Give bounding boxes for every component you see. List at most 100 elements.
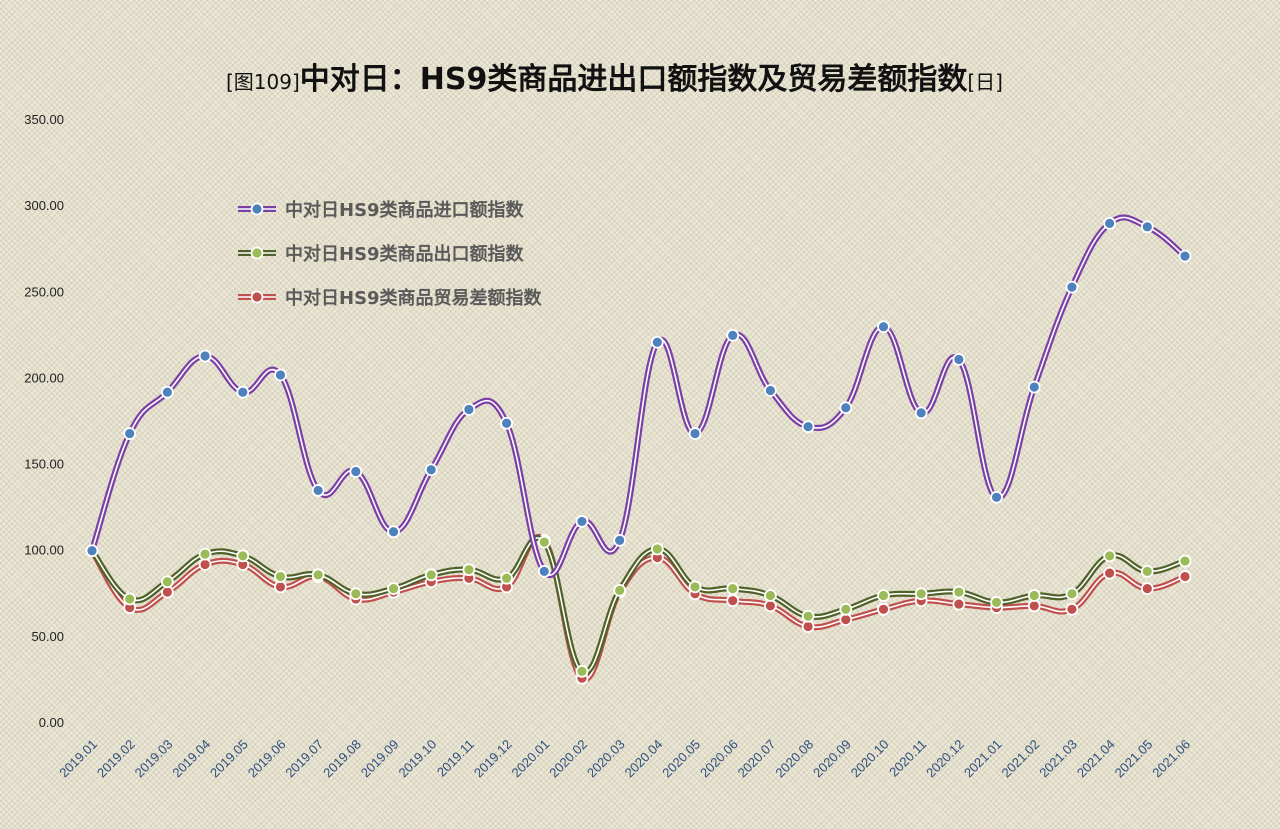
- data-point: [462, 563, 476, 577]
- data-point: [274, 368, 287, 382]
- data-point: [311, 568, 325, 582]
- x-tick-label: 2019.10: [395, 737, 439, 781]
- data-point: [839, 613, 853, 627]
- title-prefix: [图109]: [226, 70, 300, 94]
- x-tick-label: 2019.07: [282, 737, 326, 781]
- data-point: [349, 587, 363, 601]
- data-point: [1103, 549, 1117, 563]
- data-point: [462, 403, 476, 416]
- data-point: [575, 664, 589, 678]
- x-tick-label: 2019.01: [56, 737, 100, 781]
- data-point: [914, 587, 928, 601]
- y-tick-label: 0.00: [39, 715, 64, 730]
- title-main: 中对日：HS9类商品进出口额指数及贸易差额指数: [300, 62, 969, 97]
- x-tick-label: 2021.02: [999, 737, 1043, 781]
- data-point: [801, 620, 815, 633]
- data-point: [914, 406, 928, 420]
- legend: 中对日HS9类商品进口额指数中对日HS9类商品出口额指数中对日HS9类商品贸易差…: [238, 199, 543, 309]
- x-tick-label: 2020.03: [584, 737, 628, 781]
- x-axis: 2019.012019.022019.032019.042019.052019.…: [56, 737, 1193, 781]
- data-point: [500, 416, 513, 430]
- data-point: [236, 385, 250, 399]
- data-point: [613, 533, 627, 547]
- data-point: [990, 596, 1003, 609]
- series-line-inner: [91, 216, 1186, 576]
- data-point: [160, 585, 174, 599]
- data-point: [1027, 589, 1041, 602]
- x-tick-label: 2019.05: [207, 737, 251, 781]
- x-tick-label: 2019.08: [320, 737, 364, 781]
- legend-marker: [250, 246, 264, 260]
- data-point: [877, 589, 890, 602]
- data-point: [839, 602, 853, 616]
- data-point: [198, 547, 212, 561]
- x-tick-label: 2019.04: [169, 737, 213, 781]
- data-point: [1065, 602, 1079, 616]
- data-point: [688, 427, 702, 440]
- series-line-outer: [89, 214, 1187, 578]
- data-point: [123, 592, 137, 606]
- legend-item-2: 中对日HS9类商品出口额指数: [238, 243, 525, 265]
- data-point: [726, 328, 740, 342]
- data-point: [764, 589, 777, 602]
- data-point: [387, 582, 400, 596]
- x-tick-label: 2019.09: [358, 737, 402, 781]
- data-point: [424, 568, 438, 582]
- y-tick-label: 200.00: [24, 370, 64, 385]
- x-tick-label: 2020.08: [772, 737, 816, 781]
- data-point: [1140, 582, 1154, 596]
- data-point: [613, 583, 627, 597]
- data-point: [160, 385, 174, 399]
- title-suffix: [日]: [967, 70, 1003, 94]
- data-point: [1027, 380, 1041, 394]
- data-point: [1178, 249, 1192, 263]
- x-tick-label: 2020.02: [546, 737, 590, 781]
- x-tick-label: 2021.03: [1036, 737, 1080, 781]
- data-point: [877, 320, 890, 334]
- data-point: [952, 353, 966, 366]
- chart-title: [图109]中对日：HS9类商品进出口额指数及贸易差额指数[日]: [226, 62, 1003, 97]
- data-point: [839, 401, 853, 415]
- x-tick-label: 2020.06: [697, 737, 741, 781]
- data-point: [349, 465, 363, 478]
- y-tick-label: 250.00: [24, 284, 64, 299]
- data-point: [1140, 220, 1154, 234]
- y-tick-label: 100.00: [24, 543, 64, 558]
- data-point: [764, 599, 777, 613]
- data-point: [537, 535, 551, 549]
- x-tick-label: 2021.04: [1074, 737, 1118, 781]
- data-point: [764, 384, 777, 397]
- y-axis: 0.00 50.00 100.00 150.00 200.00 250.00 300.00 3…: [24, 112, 64, 730]
- x-tick-label: 2021.05: [1112, 737, 1156, 781]
- data-point: [85, 544, 99, 558]
- x-tick-label: 2020.05: [659, 737, 703, 781]
- series-layer: [85, 214, 1192, 685]
- data-point: [387, 525, 400, 539]
- data-point: [537, 564, 551, 578]
- y-tick-label: 300.00: [24, 198, 64, 213]
- data-point: [650, 542, 664, 556]
- data-point: [311, 484, 325, 497]
- data-point: [236, 549, 250, 563]
- data-point: [274, 570, 287, 583]
- legend-item-3: 中对日HS9类商品贸易差额指数: [238, 287, 543, 309]
- data-point: [650, 335, 664, 349]
- data-point: [1103, 566, 1117, 580]
- data-point: [1065, 280, 1079, 294]
- data-point: [952, 597, 966, 611]
- data-point: [726, 582, 740, 596]
- data-point: [198, 558, 212, 571]
- x-tick-label: 2019.02: [94, 737, 138, 781]
- data-point: [1027, 599, 1041, 613]
- data-point: [160, 575, 174, 589]
- data-point: [1178, 570, 1192, 583]
- series-1: [85, 214, 1192, 578]
- data-point: [877, 602, 890, 616]
- data-point: [1103, 216, 1117, 230]
- x-tick-label: 2020.12: [923, 737, 967, 781]
- data-point: [123, 427, 137, 440]
- legend-item-1: 中对日HS9类商品进口额指数: [238, 199, 525, 221]
- legend-label: 中对日HS9类商品进口额指数: [285, 199, 525, 221]
